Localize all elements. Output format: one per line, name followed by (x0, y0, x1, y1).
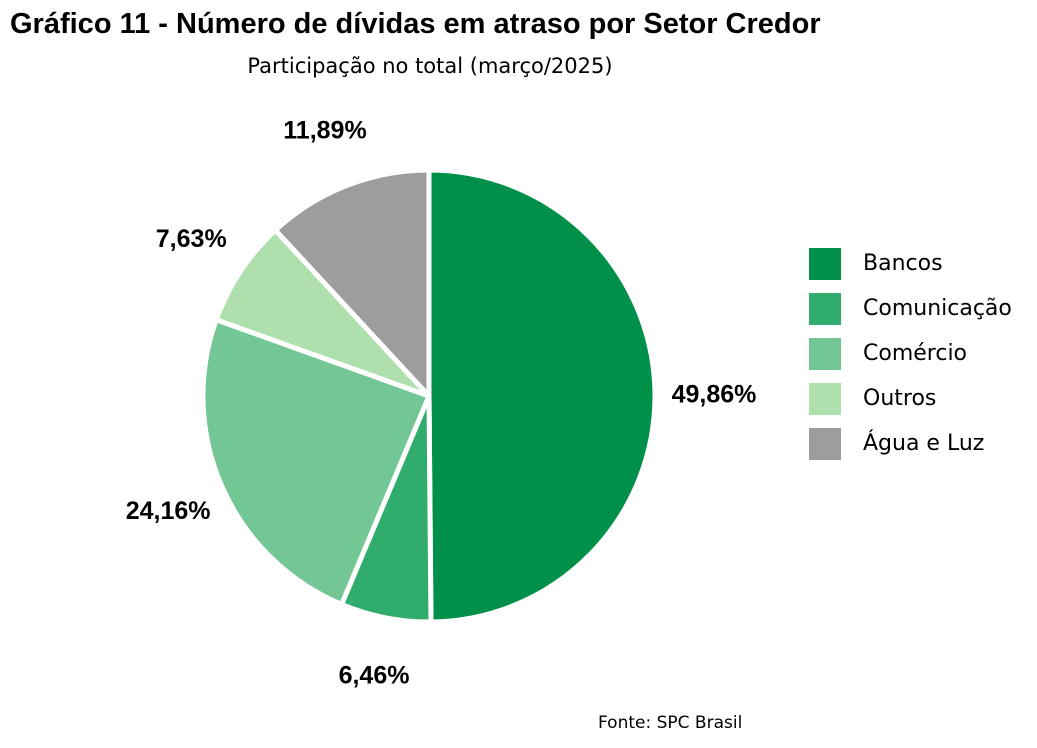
legend-label: Comunicação (863, 296, 1012, 321)
pie-data-labels: 49,86% 6,46% 24,16% 7,63% 11,89% (126, 117, 757, 690)
pie-slice-2 (200, 317, 432, 607)
legend-swatch (809, 247, 841, 280)
legend-swatch (809, 382, 841, 415)
legend-label: Bancos (863, 251, 943, 276)
legend-label: Água e Luz (863, 431, 985, 456)
data-label-4: 11,89% (283, 117, 366, 145)
chart-title: Gráfico 11 - Número de dívidas em atraso… (10, 8, 821, 40)
legend-swatch (809, 292, 841, 325)
legend-item-agua-e-luz: Água e Luz (809, 421, 1019, 466)
legend-item-comunicacao: Comunicação (809, 286, 1019, 331)
data-label-1: 6,46% (339, 662, 410, 690)
legend-label: Comércio (863, 341, 968, 366)
source-note: Fonte: SPC Brasil (598, 713, 743, 733)
chart-legend: Bancos Comunicação Comércio Outros Água … (809, 241, 1019, 466)
legend-swatch (809, 337, 841, 370)
data-label-2: 24,16% (126, 497, 211, 525)
legend-swatch (809, 427, 841, 460)
pie-slices (200, 167, 658, 625)
legend-label: Outros (863, 386, 937, 411)
data-label-0: 49,86% (672, 381, 757, 409)
legend-item-bancos: Bancos (809, 241, 1019, 286)
legend-item-outros: Outros (809, 376, 1019, 421)
legend-item-comercio: Comércio (809, 331, 1019, 376)
pie-chart: 49,86% 6,46% 24,16% 7,63% 11,89% (126, 117, 757, 690)
pie-slice-4 (272, 167, 432, 399)
pie-slice-0 (426, 167, 658, 625)
chart-subtitle: Participação no total (março/2025) (247, 54, 613, 78)
data-label-3: 7,63% (156, 225, 227, 253)
